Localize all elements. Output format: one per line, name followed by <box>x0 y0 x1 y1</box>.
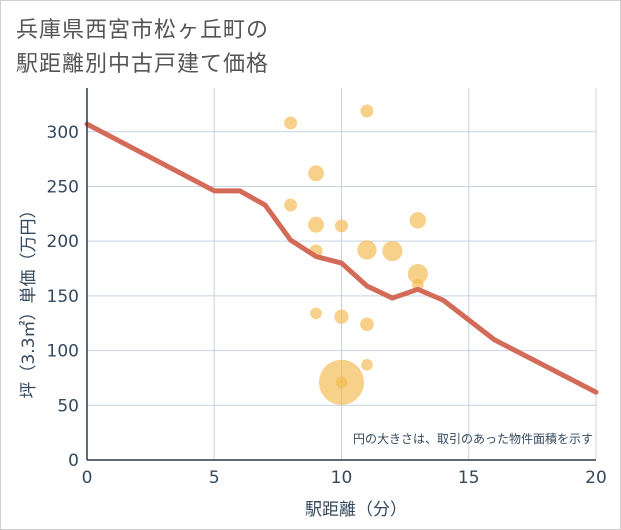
scatter-bubble-15 <box>361 358 373 371</box>
chart-title-line1: 兵庫県西宮市松ヶ丘町の <box>16 18 270 43</box>
scatter-bubble-13 <box>334 309 349 324</box>
bubbles <box>284 104 428 405</box>
y-tick-label: 300 <box>47 123 79 143</box>
y-axis-label: 坪（3.3㎡）単価（万円） <box>19 201 39 398</box>
trend-line-group <box>84 121 599 395</box>
y-tick-label: 200 <box>47 232 79 252</box>
x-tick-label: 15 <box>458 468 480 488</box>
x-tick-label: 10 <box>331 468 353 488</box>
y-tick-label: 100 <box>47 342 79 362</box>
scatter-bubble-14 <box>360 317 374 332</box>
chart-title: 兵庫県西宮市松ヶ丘町の 駅距離別中古戸建て価格 <box>16 14 269 82</box>
grid <box>87 88 597 460</box>
scatter-bubble-6 <box>409 212 427 229</box>
scatter-bubble-3 <box>284 198 298 212</box>
size-note: 円の大きさは、取引のあった物件面積を示す <box>353 431 593 446</box>
x-tick-label: 0 <box>82 468 93 488</box>
scatter-bubble-0 <box>284 116 298 130</box>
y-tick-label: 50 <box>57 396 79 416</box>
x-tick-label: 20 <box>585 468 607 488</box>
x-tick-label: 5 <box>209 468 220 488</box>
chart-title-line2: 駅距離別中古戸建て価格 <box>16 52 270 77</box>
y-tick-label: 0 <box>68 451 79 471</box>
trend-line <box>84 121 599 395</box>
x-axis-label: 駅距離（分） <box>305 500 407 520</box>
scatter-bubble-5 <box>335 219 348 233</box>
scatter-bubble-9 <box>382 240 403 262</box>
scatter-bubble-2 <box>308 165 325 182</box>
scatter-bubble-17 <box>335 376 348 389</box>
scatter-bubble-1 <box>360 104 374 118</box>
scatter-bubble-4 <box>308 216 325 233</box>
axes <box>86 88 596 461</box>
y-tick-label: 250 <box>47 177 79 197</box>
scatter-bubble-10 <box>407 263 428 285</box>
scatter-bubble-8 <box>357 240 377 260</box>
scatter-bubble-12 <box>310 307 322 320</box>
y-tick-label: 150 <box>47 287 79 307</box>
